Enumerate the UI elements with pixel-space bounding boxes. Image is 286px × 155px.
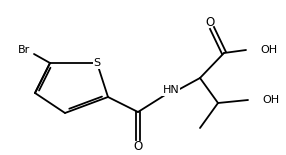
Text: Br: Br <box>18 45 30 55</box>
Text: HN: HN <box>163 85 179 95</box>
Text: OH: OH <box>262 95 279 105</box>
Text: O: O <box>205 16 214 29</box>
Text: S: S <box>94 58 101 68</box>
Text: OH: OH <box>260 45 277 55</box>
Text: O: O <box>133 140 143 153</box>
